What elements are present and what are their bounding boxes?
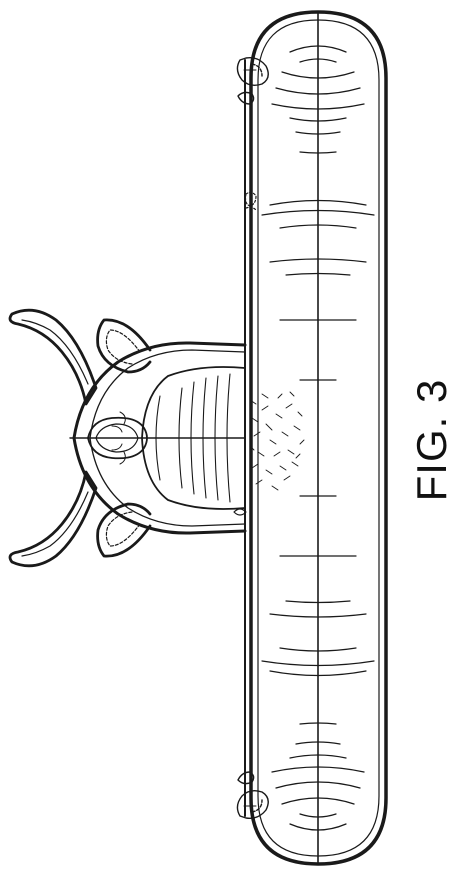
- figure-label: FIG. 3: [408, 379, 456, 502]
- lower-ear: [98, 504, 150, 556]
- lower-horn: [10, 472, 96, 566]
- top-handle: [237, 58, 268, 104]
- bull-head: [70, 343, 304, 533]
- bottom-handle: [237, 772, 268, 818]
- upper-horn: [10, 310, 96, 404]
- float-tube: [245, 12, 386, 864]
- upper-ear: [98, 320, 150, 372]
